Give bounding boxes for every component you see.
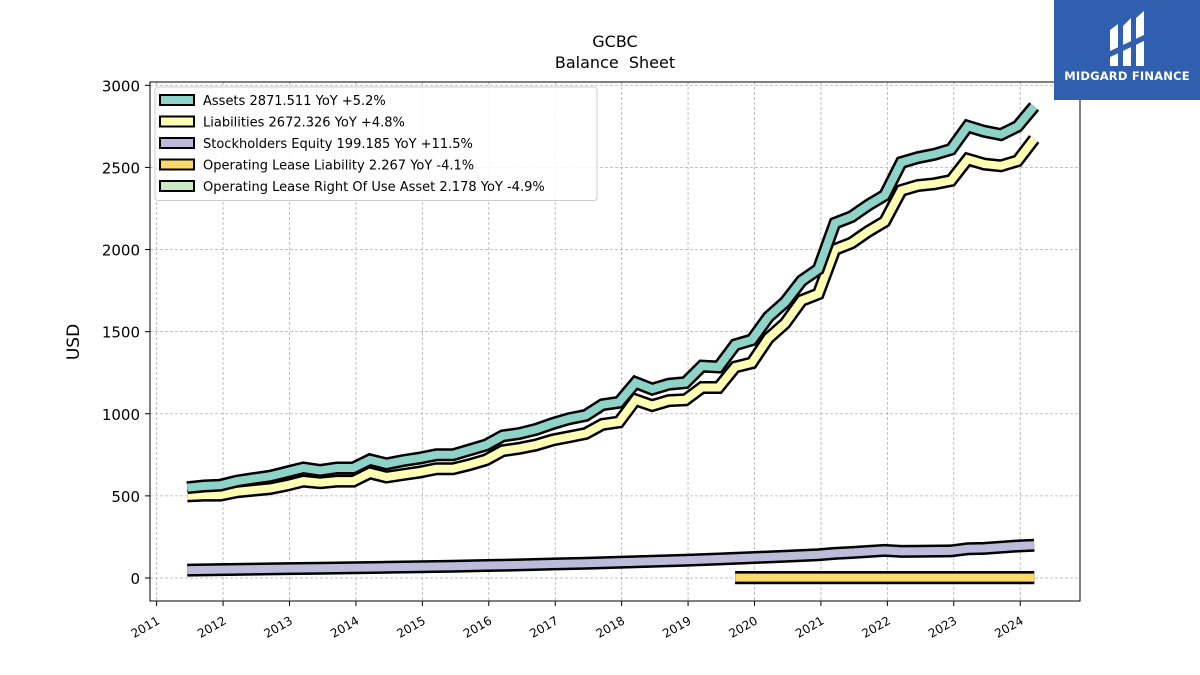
- legend-swatch: [159, 158, 195, 171]
- legend-box: [154, 86, 598, 201]
- x-tick-label: 2017: [527, 613, 560, 640]
- x-tick-label: 2020: [727, 613, 760, 640]
- legend-label: Operating Lease Liability 2.267 YoY -4.1…: [203, 159, 474, 174]
- y-tick-label: 3000: [102, 77, 140, 95]
- legend-swatch: [159, 180, 195, 192]
- series-line: [187, 136, 1038, 500]
- x-tick-label: 2022: [859, 613, 892, 640]
- x-tick-label: 2013: [262, 613, 295, 640]
- series-line: [187, 541, 1035, 575]
- brand-logo: MIDGARD FINANCE: [1054, 0, 1200, 100]
- legend-label: Stockholders Equity 199.185 YoY +11.5%: [203, 137, 473, 152]
- x-tick-label: 2019: [660, 613, 693, 640]
- x-tick-label: 2015: [394, 613, 427, 640]
- x-axis: 2011 2012 2013 2014 2015 2016 2017 2018 2019 2020…: [129, 601, 1026, 641]
- y-axis-label: USD: [64, 324, 84, 360]
- x-tick-label: 2011: [129, 613, 162, 640]
- y-axis: 0 500 1000 1500 2000 2500 3000: [102, 77, 150, 588]
- y-tick-label: 1000: [102, 406, 140, 424]
- legend-label: Operating Lease Right Of Use Asset 2.178…: [203, 180, 545, 195]
- y-tick-label: 0: [130, 570, 140, 588]
- series-layer: [186, 102, 1040, 585]
- legend-label: Liabilities 2672.326 YoY +4.8%: [203, 116, 405, 131]
- series-line: [186, 103, 1038, 492]
- x-tick-label: 2014: [328, 613, 361, 640]
- x-tick-label: 2016: [461, 613, 494, 640]
- y-tick-label: 1500: [102, 324, 140, 342]
- y-tick-label: 2000: [102, 242, 140, 260]
- legend: Assets 2871.511 YoY +5.2% Liabilities 267…: [154, 86, 598, 201]
- x-tick-label: 2024: [992, 613, 1025, 640]
- legend-label: Assets 2871.511 YoY +5.2%: [203, 94, 386, 109]
- x-tick-label: 2023: [926, 613, 959, 640]
- y-tick-label: 2500: [102, 159, 140, 177]
- logo-text: MIDGARD FINANCE: [1064, 69, 1190, 83]
- legend-swatch: [159, 94, 195, 106]
- chart-subtitle: Balance Sheet: [555, 53, 675, 72]
- x-tick-label: 2018: [594, 613, 627, 640]
- chart-title: GCBC: [592, 32, 637, 51]
- logo-mark-icon: [1108, 11, 1146, 66]
- x-tick-label: 2012: [195, 613, 228, 640]
- legend-swatch: [159, 137, 195, 149]
- x-tick-label: 2021: [793, 613, 826, 640]
- y-tick-label: 500: [111, 488, 140, 506]
- legend-swatch: [159, 115, 195, 128]
- plot-frame: [149, 81, 1081, 602]
